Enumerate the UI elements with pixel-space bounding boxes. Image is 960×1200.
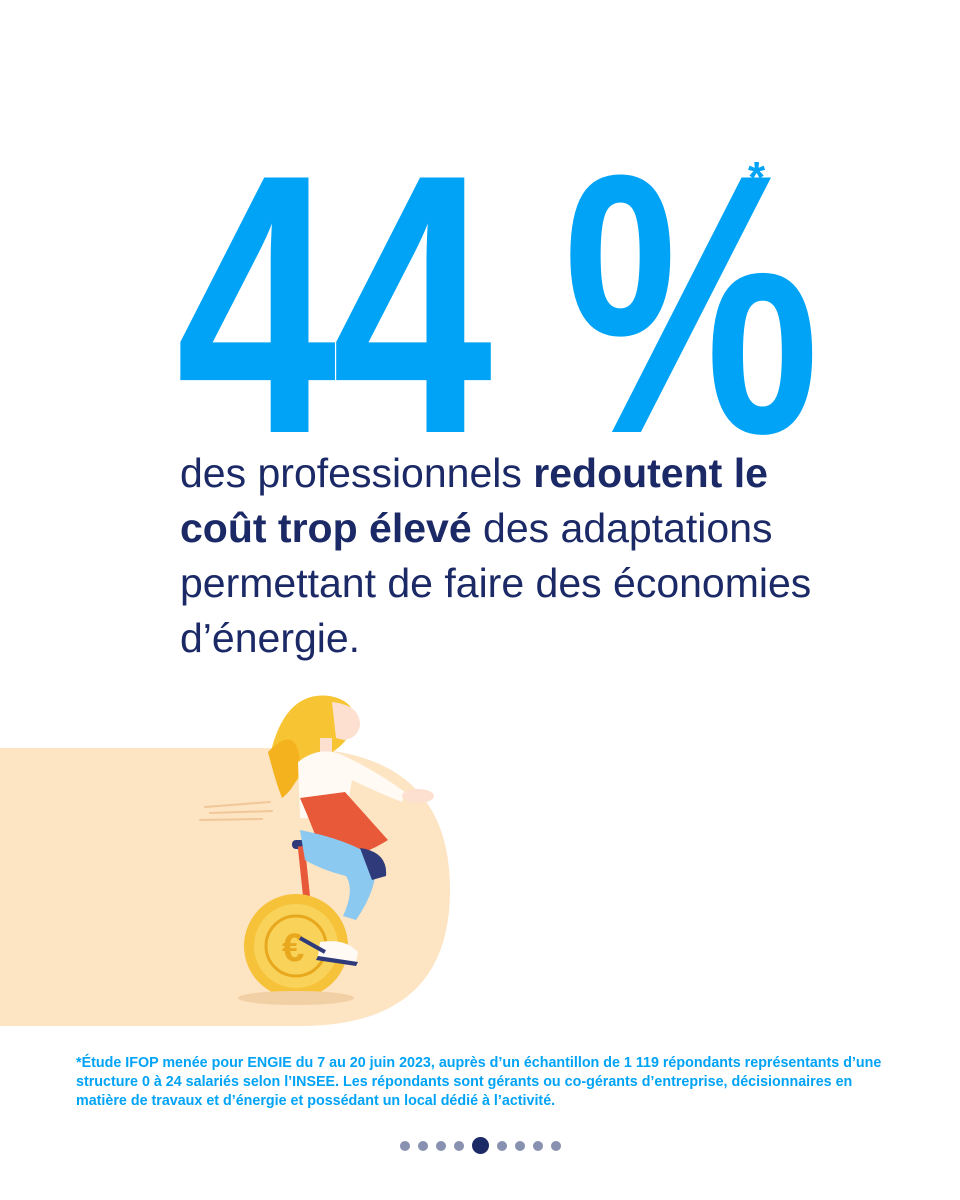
svg-text:€: €	[282, 926, 304, 970]
headline-part1: des professionnels	[180, 450, 534, 496]
headline-part2: des adaptations permettant de faire des …	[180, 505, 812, 661]
footnote: *Étude IFOP menée pour ENGIE du 7 au 20 …	[76, 1055, 882, 1109]
pagination-dot[interactable]	[532, 1140, 543, 1151]
pagination-dot[interactable]	[399, 1140, 410, 1151]
stat-asterisk: *	[748, 153, 766, 202]
pagination-dot[interactable]	[514, 1140, 525, 1151]
woman-on-euro-coin-unicycle-illustration: €	[0, 695, 450, 1026]
pagination-dot[interactable]	[550, 1140, 561, 1151]
pagination-dot[interactable]	[496, 1140, 507, 1151]
pagination-dot-active[interactable]	[471, 1137, 489, 1154]
stat-value: 44 %	[176, 98, 820, 511]
pagination-dot[interactable]	[417, 1140, 428, 1151]
pagination-dot[interactable]	[435, 1140, 446, 1151]
headline-bold: redoutent le coût trop élevé	[180, 450, 768, 551]
pagination-dots	[0, 1137, 960, 1154]
pagination-dot[interactable]	[453, 1140, 464, 1151]
headline: des professionnels redoutent le coût tro…	[180, 446, 820, 666]
